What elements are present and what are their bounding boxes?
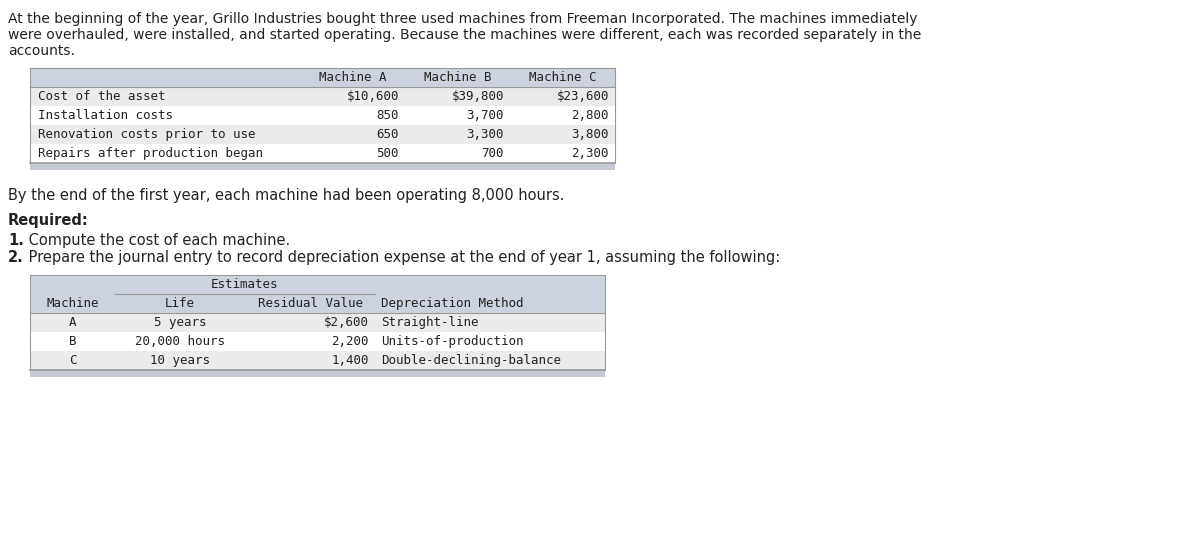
Text: $10,600: $10,600 xyxy=(347,90,398,103)
Text: $39,800: $39,800 xyxy=(451,90,504,103)
Text: $2,600: $2,600 xyxy=(324,316,370,329)
Text: were overhauled, were installed, and started operating. Because the machines wer: were overhauled, were installed, and sta… xyxy=(8,28,922,42)
Text: 2,800: 2,800 xyxy=(571,109,610,122)
Text: Straight-line: Straight-line xyxy=(382,316,479,329)
Text: 1.: 1. xyxy=(8,233,24,248)
Text: 3,800: 3,800 xyxy=(571,128,610,141)
Text: Residual Value: Residual Value xyxy=(258,297,362,310)
Text: Machine: Machine xyxy=(47,297,98,310)
Text: C: C xyxy=(68,354,77,367)
Text: 850: 850 xyxy=(377,109,398,122)
FancyBboxPatch shape xyxy=(30,275,605,294)
Text: B: B xyxy=(68,335,77,348)
Text: 5 years: 5 years xyxy=(154,316,206,329)
Text: 2.: 2. xyxy=(8,250,24,265)
FancyBboxPatch shape xyxy=(30,144,616,163)
FancyBboxPatch shape xyxy=(30,68,616,87)
Text: Machine B: Machine B xyxy=(424,71,491,84)
FancyBboxPatch shape xyxy=(30,163,616,170)
Text: $23,600: $23,600 xyxy=(557,90,610,103)
Text: Double-declining-balance: Double-declining-balance xyxy=(382,354,562,367)
Text: Estimates: Estimates xyxy=(211,278,278,291)
Text: Repairs after production began: Repairs after production began xyxy=(38,147,263,160)
FancyBboxPatch shape xyxy=(30,125,616,144)
Text: 650: 650 xyxy=(377,128,398,141)
Text: By the end of the first year, each machine had been operating 8,000 hours.: By the end of the first year, each machi… xyxy=(8,188,564,203)
Text: Installation costs: Installation costs xyxy=(38,109,173,122)
Text: Machine A: Machine A xyxy=(319,71,386,84)
Text: Machine C: Machine C xyxy=(529,71,596,84)
Text: 10 years: 10 years xyxy=(150,354,210,367)
FancyBboxPatch shape xyxy=(30,351,605,370)
Text: 700: 700 xyxy=(481,147,504,160)
Text: 2,200: 2,200 xyxy=(331,335,370,348)
Text: 20,000 hours: 20,000 hours xyxy=(134,335,226,348)
Text: A: A xyxy=(68,316,77,329)
Text: 2,300: 2,300 xyxy=(571,147,610,160)
Text: 3,300: 3,300 xyxy=(467,128,504,141)
Text: Cost of the asset: Cost of the asset xyxy=(38,90,166,103)
Text: At the beginning of the year, Grillo Industries bought three used machines from : At the beginning of the year, Grillo Ind… xyxy=(8,12,918,26)
FancyBboxPatch shape xyxy=(30,294,605,313)
Text: Compute the cost of each machine.: Compute the cost of each machine. xyxy=(24,233,290,248)
Text: accounts.: accounts. xyxy=(8,44,74,58)
Text: Depreciation Method: Depreciation Method xyxy=(382,297,523,310)
FancyBboxPatch shape xyxy=(30,87,616,106)
Text: Renovation costs prior to use: Renovation costs prior to use xyxy=(38,128,256,141)
Text: Life: Life xyxy=(166,297,194,310)
FancyBboxPatch shape xyxy=(30,370,605,377)
FancyBboxPatch shape xyxy=(30,332,605,351)
Text: 500: 500 xyxy=(377,147,398,160)
Text: Required:: Required: xyxy=(8,213,89,228)
FancyBboxPatch shape xyxy=(30,106,616,125)
Text: 1,400: 1,400 xyxy=(331,354,370,367)
FancyBboxPatch shape xyxy=(30,313,605,332)
Text: Units-of-production: Units-of-production xyxy=(382,335,523,348)
Text: Prepare the journal entry to record depreciation expense at the end of year 1, a: Prepare the journal entry to record depr… xyxy=(24,250,780,265)
Text: 3,700: 3,700 xyxy=(467,109,504,122)
